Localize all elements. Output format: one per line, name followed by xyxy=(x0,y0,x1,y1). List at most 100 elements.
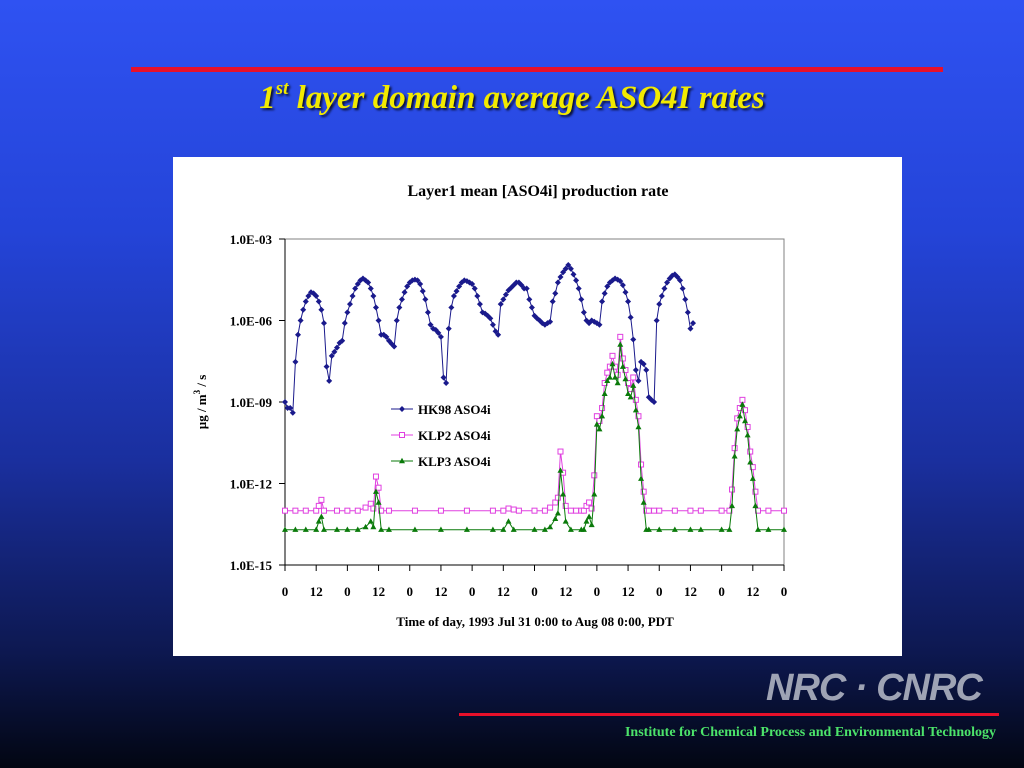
data-point xyxy=(612,275,619,282)
data-point xyxy=(734,425,741,432)
data-point xyxy=(749,475,756,481)
data-point xyxy=(547,504,554,511)
data-point xyxy=(383,333,390,340)
data-point xyxy=(318,513,325,519)
data-point xyxy=(554,279,561,286)
data-point xyxy=(489,507,496,514)
data-point xyxy=(411,507,418,514)
data-point xyxy=(614,379,621,386)
data-point xyxy=(609,352,616,359)
data-point xyxy=(622,375,629,382)
data-point xyxy=(747,459,754,465)
data-point xyxy=(747,448,754,455)
data-point xyxy=(549,298,556,305)
x-tick-label: 0 xyxy=(469,584,476,599)
data-point xyxy=(289,409,296,416)
series-diamond xyxy=(282,262,697,416)
data-point xyxy=(500,507,507,514)
data-point xyxy=(781,526,787,532)
data-point xyxy=(580,526,587,532)
data-point xyxy=(562,265,569,272)
data-point xyxy=(630,374,637,381)
data-point xyxy=(599,413,606,419)
data-point xyxy=(567,526,574,532)
data-point xyxy=(739,401,746,407)
data-point xyxy=(362,504,369,511)
data-point xyxy=(640,361,647,368)
data-point xyxy=(315,298,322,305)
data-point xyxy=(567,265,574,272)
data-point xyxy=(344,309,351,316)
data-point xyxy=(352,285,359,292)
y-tick-label: 1.0E-06 xyxy=(230,314,273,329)
data-point xyxy=(282,507,288,514)
data-point xyxy=(547,318,554,325)
data-point xyxy=(300,306,307,313)
data-point xyxy=(591,491,598,497)
data-point xyxy=(630,336,637,343)
data-point xyxy=(573,277,580,284)
data-point xyxy=(344,507,351,514)
data-point xyxy=(375,499,382,505)
data-point xyxy=(419,288,426,295)
data-point xyxy=(656,507,663,514)
chart-svg: Layer1 mean [ASO4i] production rate 1.0E… xyxy=(192,183,787,629)
footer-institute-name: Institute for Chemical Process and Envir… xyxy=(624,725,996,740)
data-point xyxy=(417,281,424,288)
data-point xyxy=(604,283,611,290)
data-point xyxy=(315,502,322,509)
data-point xyxy=(588,521,595,528)
data-point xyxy=(726,526,733,532)
data-point xyxy=(619,282,626,289)
data-point xyxy=(500,526,507,532)
data-point xyxy=(640,499,647,505)
data-point xyxy=(489,321,496,328)
data-point xyxy=(385,526,392,532)
legend-label: HK98 ASO4i xyxy=(418,402,491,417)
data-point xyxy=(411,276,418,283)
data-point xyxy=(489,526,496,532)
data-point xyxy=(302,298,309,305)
data-point xyxy=(305,292,312,299)
data-point xyxy=(557,448,564,455)
data-point xyxy=(474,292,481,299)
x-axis-label: Time of day, 1993 Jul 31 0:00 to Aug 08 … xyxy=(396,614,674,629)
data-point xyxy=(401,289,408,296)
data-point xyxy=(437,526,444,532)
data-point xyxy=(456,283,463,290)
y-tick-label: 1.0E-03 xyxy=(230,232,273,247)
y-axis-label: µg / m3 / s xyxy=(192,375,209,430)
data-point xyxy=(742,417,749,424)
x-tick-label: 12 xyxy=(372,584,385,599)
data-point xyxy=(333,344,340,351)
data-point xyxy=(359,275,366,282)
x-tick-label: 0 xyxy=(407,584,414,599)
data-point xyxy=(367,285,374,292)
slide-title-text: layer domain average ASO4I rates xyxy=(288,80,765,116)
data-point xyxy=(612,374,619,380)
data-point xyxy=(718,526,725,532)
data-point xyxy=(380,331,387,338)
data-point xyxy=(570,271,577,278)
data-point xyxy=(333,526,340,532)
data-point xyxy=(453,288,460,295)
data-point xyxy=(588,317,595,324)
data-point xyxy=(599,298,606,305)
data-point xyxy=(687,526,694,532)
x-tick-label: 12 xyxy=(684,584,697,599)
data-point xyxy=(526,296,533,303)
data-point xyxy=(344,526,351,532)
data-point xyxy=(752,488,759,495)
data-point xyxy=(502,291,509,298)
data-point xyxy=(622,367,629,374)
data-point xyxy=(718,507,725,514)
data-point xyxy=(749,464,756,471)
y-ticks: 1.0E-15 1.0E-12 1.0E-09 1.0E-06 1.0E-03 xyxy=(230,232,285,573)
data-point xyxy=(635,413,642,420)
data-point xyxy=(627,394,634,400)
data-point xyxy=(367,500,374,507)
data-point xyxy=(282,399,288,405)
data-point xyxy=(471,285,478,292)
data-point xyxy=(294,331,301,338)
data-point xyxy=(534,315,541,322)
